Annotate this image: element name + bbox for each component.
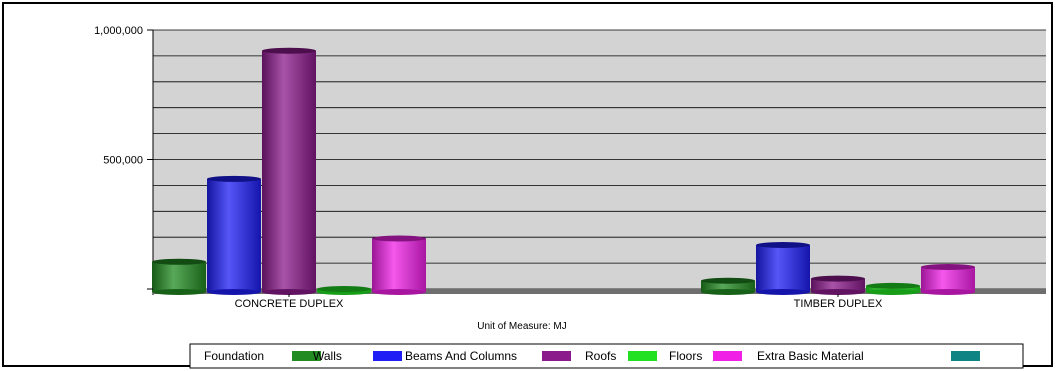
bar-body <box>372 238 426 292</box>
bar <box>262 47 316 295</box>
bar-top <box>921 263 975 270</box>
bars <box>152 47 975 295</box>
legend-swatch <box>542 351 571 361</box>
legend-label: Foundation <box>204 349 264 363</box>
bar-top <box>152 258 206 265</box>
bar-top <box>207 175 261 182</box>
bar-body <box>866 285 920 292</box>
bar-body <box>811 278 865 292</box>
legend-swatch <box>951 351 980 361</box>
legend-swatch <box>713 351 742 361</box>
bar <box>811 275 865 295</box>
bar-body <box>207 178 261 292</box>
x-axis-label: Unit of Measure: MJ <box>477 321 566 332</box>
bar-base <box>372 289 426 295</box>
legend-swatch <box>373 351 402 361</box>
category-label: CONCRETE DUPLEX <box>235 298 344 310</box>
bar <box>701 277 755 295</box>
bar-base <box>866 289 920 295</box>
category-label: TIMBER DUPLEX <box>794 298 883 310</box>
legend-item: Extra Basic Material <box>757 349 980 363</box>
legend-label: Walls <box>313 349 342 363</box>
bar-top <box>811 275 865 282</box>
chart-floor <box>153 289 1046 294</box>
bar-base <box>756 289 810 295</box>
bar-body <box>921 266 975 292</box>
bar <box>372 235 426 295</box>
bar-base <box>811 289 865 295</box>
bar-base <box>207 289 261 295</box>
legend-item: Floors <box>669 349 742 363</box>
bar-top <box>262 47 316 54</box>
y-tick-label: 1,000,000 <box>94 25 143 37</box>
bar-top <box>866 282 920 289</box>
legend-label: Floors <box>669 349 702 363</box>
bar-base <box>152 289 206 295</box>
legend-swatch <box>628 351 657 361</box>
legend-box <box>189 343 1024 369</box>
bar <box>152 258 206 295</box>
bar <box>317 286 371 295</box>
legend-label: Roofs <box>585 349 616 363</box>
legend-label: Beams And Columns <box>405 349 517 363</box>
bar-chart: 500,000 1,000,000 CONCRETE DUPLEX TIMBER DU… <box>94 25 1046 369</box>
bar-base <box>921 289 975 295</box>
legend-item: Foundation <box>204 349 321 363</box>
legend-item: Walls <box>313 349 402 363</box>
bar-base <box>262 289 316 295</box>
bar-body <box>152 261 206 292</box>
bar-top <box>701 277 755 284</box>
legend-item: Beams And Columns <box>405 349 571 363</box>
bar-body <box>701 280 755 292</box>
legend-item: Roofs <box>585 349 657 363</box>
legend-label: Extra Basic Material <box>757 349 864 363</box>
bar-body <box>262 50 316 292</box>
y-tick-label: 500,000 <box>103 155 143 167</box>
bar-top <box>756 241 810 248</box>
bar <box>921 263 975 295</box>
bar-body <box>756 244 810 292</box>
axis-labels: 500,000 1,000,000 CONCRETE DUPLEX TIMBER DU… <box>94 25 883 310</box>
bar <box>207 175 261 295</box>
bar-base <box>701 289 755 295</box>
bar <box>756 241 810 295</box>
bar-top <box>317 286 371 292</box>
bar <box>866 282 920 295</box>
bar-top <box>372 235 426 242</box>
legend: Foundation Walls Beams And Columns Roofs Flo… <box>189 343 1024 369</box>
legend-swatch <box>292 351 321 361</box>
